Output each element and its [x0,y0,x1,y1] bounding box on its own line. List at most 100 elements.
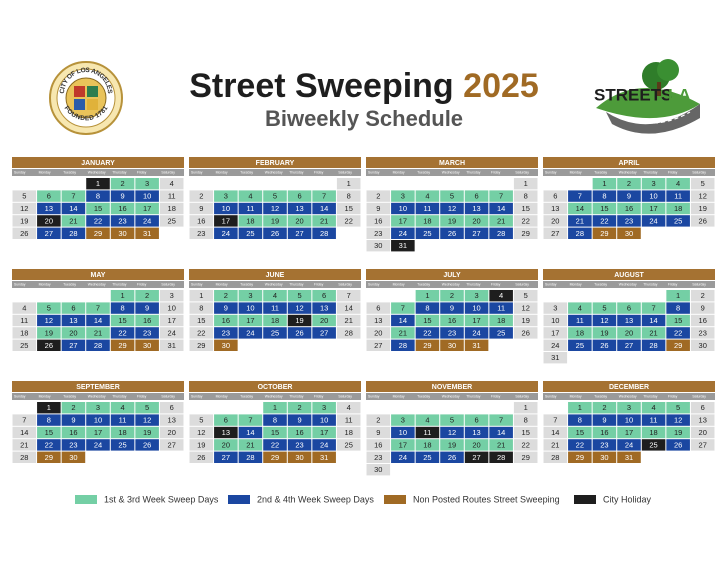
day-number: 8 [96,192,100,201]
day-cell [641,414,666,426]
day-cell [592,202,617,215]
day-number: 17 [168,316,176,325]
day-cell [617,314,641,327]
day-cell [159,414,184,426]
month: DECEMBER Sunday Monday Tuesday Wednesday Thur… [543,381,715,463]
day-number: 27 [320,328,328,337]
day-cell [263,402,287,414]
day-cell [513,402,538,414]
day-number: 17 [472,316,480,325]
day-number: 10 [222,204,230,213]
day-cell [617,190,641,202]
day-number: 15 [674,316,682,325]
day-cell [366,227,391,239]
day-cell [464,302,489,314]
month-header [12,269,184,280]
day-number: 9 [627,192,631,201]
day-number: 19 [295,316,303,325]
day-cell [287,426,312,439]
day-cell [110,339,135,351]
day-cell [214,414,238,426]
day-cell [489,227,513,239]
month-name: JULY [443,272,461,279]
month-header [12,381,184,392]
day-cell [513,426,538,439]
day-cell [568,414,592,426]
day-number: 23 [69,440,77,449]
day-cell [263,451,287,463]
day-number: 25 [576,341,584,350]
day-number: 28 [20,453,28,462]
day-number: 31 [143,229,151,238]
day-number: 18 [345,428,353,437]
day-cell [440,426,464,439]
day-number: 15 [600,204,608,213]
day-cell [135,339,159,351]
day-number: 15 [94,204,102,213]
day-cell [415,290,440,302]
day-cell [238,439,263,451]
weekday-row [12,169,184,176]
day-cell [543,215,568,227]
day-cell [568,439,592,451]
day-number: 16 [222,316,230,325]
day-cell [666,327,690,339]
months: JANUARY Sunday Monday Tuesday Wednesday Thurs… [12,157,715,476]
day-number: 25 [118,440,126,449]
day-number: 27 [45,229,53,238]
day-number: 26 [197,453,205,462]
day-cell [513,290,538,302]
day-number: 8 [602,192,606,201]
day-cell [391,215,415,227]
day-cell [61,451,86,463]
day-number: 28 [345,328,353,337]
day-number: 16 [374,440,382,449]
day-cell [391,227,415,239]
day-number: 18 [423,216,431,225]
day-cell [61,227,86,239]
day-number: 13 [551,204,559,213]
day-number: 9 [120,192,124,201]
day-number: 17 [649,204,657,213]
day-cell [568,426,592,439]
day-number: 7 [71,192,75,201]
day-cell [690,414,715,426]
day-number: 12 [271,204,279,213]
month-name: MARCH [439,160,465,167]
weekday-label: Friday [137,395,147,399]
day-cell [568,227,592,239]
day-cell [287,302,312,314]
day-number: 29 [118,341,126,350]
weekday-label: Friday [314,171,324,175]
weekday-label: Friday [314,283,324,287]
day-number: 19 [448,216,456,225]
day-number: 16 [143,316,151,325]
day-cell [366,327,391,339]
day-number: 5 [22,192,26,201]
day-cell [189,426,214,439]
day-number: 11 [271,304,279,313]
day-number: 8 [47,416,51,425]
day-cell [489,414,513,426]
day-number: 1 [425,291,429,300]
day-cell [690,327,715,339]
day-number: 27 [699,440,707,449]
month-header [366,381,538,392]
day-cell [543,414,568,426]
day-cell [440,451,464,463]
day-number: 5 [145,403,149,412]
day-number: 14 [497,428,505,437]
day-number: 25 [423,453,431,462]
day-number: 6 [376,304,380,313]
day-cell [440,302,464,314]
day-number: 27 [472,453,480,462]
weekday-label: Saturday [692,283,706,287]
day-number: 30 [69,453,77,462]
weekday-label: Tuesday [240,283,253,287]
day-cell [135,414,159,426]
day-cell [37,339,61,351]
day-cell [86,402,110,414]
day-number: 23 [222,328,230,337]
day-cell [37,426,61,439]
day-cell [690,202,715,215]
